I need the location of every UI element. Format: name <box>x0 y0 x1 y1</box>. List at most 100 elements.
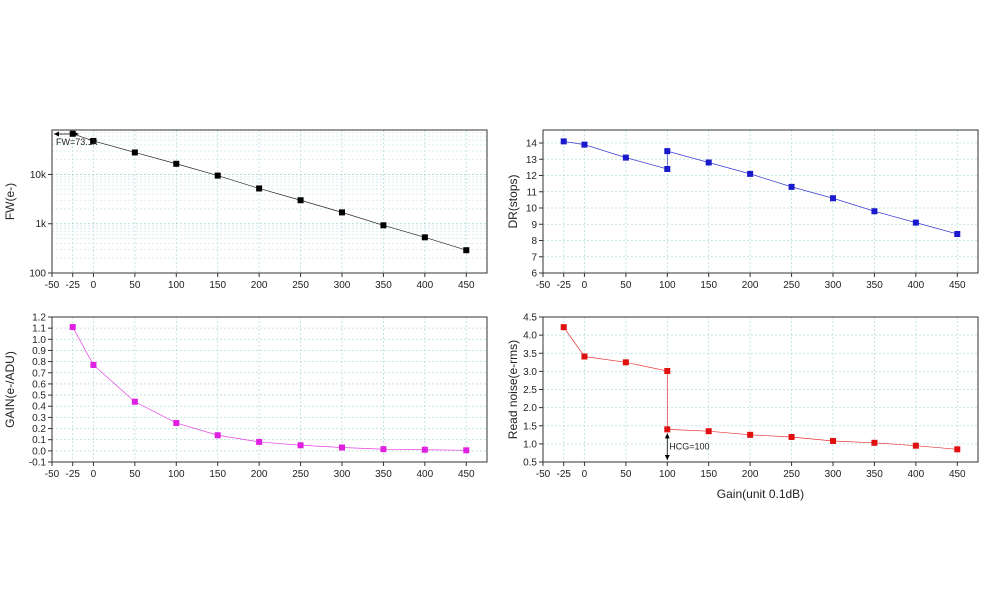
data-point <box>788 183 795 190</box>
chart-top-left: -50 -25 0 50 100 150 200 250 300 350 400 450 100 1k 10… <box>3 129 488 291</box>
y-tick-label: 0.5 <box>523 458 537 469</box>
y-tick-label: 14 <box>526 139 538 150</box>
data-point <box>581 353 588 360</box>
data-point <box>463 247 470 254</box>
data-point <box>664 426 671 433</box>
data-point <box>747 170 754 177</box>
data-point <box>90 137 97 144</box>
annotation-label: HCG=100 <box>669 441 709 451</box>
data-point <box>380 446 387 453</box>
y-tick-label: 2.5 <box>523 385 537 396</box>
series-line <box>563 141 958 235</box>
y-tick-label: 0.2 <box>32 424 46 435</box>
y-tick-label: 9 <box>531 220 537 231</box>
x-tick-label: 250 <box>292 469 309 480</box>
data-point <box>421 446 428 453</box>
x-tick-label: 250 <box>783 469 800 480</box>
y-tick-label: 3.5 <box>523 349 537 360</box>
x-tick-label: 50 <box>620 469 632 480</box>
x-tick-label: 300 <box>334 469 351 480</box>
y-tick-label: 0.0 <box>32 446 46 457</box>
data-point <box>463 447 470 454</box>
arrowhead-icon <box>73 131 79 137</box>
x-tick-label: -50 <box>536 280 551 291</box>
data-point <box>131 398 138 405</box>
x-tick-label: 0 <box>582 280 588 291</box>
y-tick-label: -0.1 <box>29 458 47 469</box>
x-tick-label: 150 <box>700 469 717 480</box>
data-point <box>581 141 588 148</box>
data-point <box>788 433 795 440</box>
y-tick-label: 2.0 <box>523 403 537 414</box>
data-point <box>705 428 712 435</box>
data-point <box>560 138 567 145</box>
y-tick-label: 0.1 <box>32 435 46 446</box>
data-point <box>871 439 878 446</box>
x-tick-label: 150 <box>209 280 226 291</box>
data-point <box>339 444 345 451</box>
x-tick-label: -50 <box>45 469 60 480</box>
data-point <box>297 442 304 449</box>
x-tick-label: 200 <box>742 469 759 480</box>
x-tick-label: 450 <box>458 469 475 480</box>
data-point <box>69 324 76 331</box>
data-point <box>90 361 97 368</box>
y-tick-label: 1.1 <box>32 324 46 335</box>
data-point <box>297 197 304 204</box>
y-axis-label: FW(e-) <box>3 183 17 220</box>
chart-top-right: -50 -25 0 50 100 150 200 250 300 350 400 450 6 7 8 9 10 1… <box>506 129 979 291</box>
y-tick-label: 0.7 <box>32 368 46 379</box>
series-line <box>72 326 467 451</box>
plot-frame <box>51 129 488 274</box>
y-tick-label: 0.9 <box>32 346 46 357</box>
y-tick-label: 0.6 <box>32 379 46 390</box>
x-tick-label: 400 <box>908 469 925 480</box>
x-tick-label: 250 <box>292 280 309 291</box>
data-point <box>954 231 961 237</box>
arrowhead-icon <box>664 433 670 439</box>
data-point <box>747 431 754 438</box>
x-tick-label: -50 <box>536 469 551 480</box>
data-point <box>912 219 919 226</box>
x-tick-label: 0 <box>582 469 588 480</box>
y-tick-label: 1.0 <box>523 439 537 450</box>
y-tick-label: 4.0 <box>523 331 537 342</box>
data-point <box>380 222 387 229</box>
x-tick-label: 0 <box>91 469 97 480</box>
data-point <box>131 149 138 156</box>
arrowhead-icon <box>54 131 59 137</box>
x-tick-label: 450 <box>458 280 475 291</box>
chart-bottom-right: -50 -25 0 50 100 150 200 250 300 350 400 450 0.5 1.0 1… <box>506 313 979 501</box>
data-point <box>664 148 671 155</box>
plot-frame <box>542 129 979 274</box>
data-point <box>830 195 836 202</box>
x-tick-label: 100 <box>168 280 185 291</box>
plot-frame <box>51 316 488 463</box>
y-tick-label: 1.0 <box>32 335 46 346</box>
y-tick-label: 0.5 <box>32 391 46 402</box>
data-point <box>954 446 961 453</box>
y-tick-label: 0.4 <box>32 402 46 413</box>
annotation-label: FW=73.1k <box>56 137 98 147</box>
x-tick-label: 200 <box>742 280 759 291</box>
x-tick-label: 350 <box>375 280 392 291</box>
data-point <box>705 159 712 166</box>
x-tick-label: 50 <box>129 280 141 291</box>
x-tick-label: 450 <box>949 469 966 480</box>
y-tick-label: 1k <box>35 219 47 230</box>
data-point <box>256 185 263 192</box>
y-tick-label: 4.5 <box>523 313 537 324</box>
x-tick-label: 350 <box>375 469 392 480</box>
y-tick-label: 10 <box>526 204 538 215</box>
y-tick-label: 100 <box>29 269 46 280</box>
x-tick-label: 100 <box>659 469 676 480</box>
data-point <box>622 359 629 366</box>
y-axis-label: Read noise(e-rms) <box>506 340 520 439</box>
x-tick-label: 300 <box>334 280 351 291</box>
y-axis-label: GAIN(e-/ADU) <box>3 351 17 428</box>
y-tick-label: 1.5 <box>523 421 537 432</box>
data-point <box>830 437 836 444</box>
y-tick-label: 6 <box>531 269 537 280</box>
data-point <box>912 442 919 449</box>
